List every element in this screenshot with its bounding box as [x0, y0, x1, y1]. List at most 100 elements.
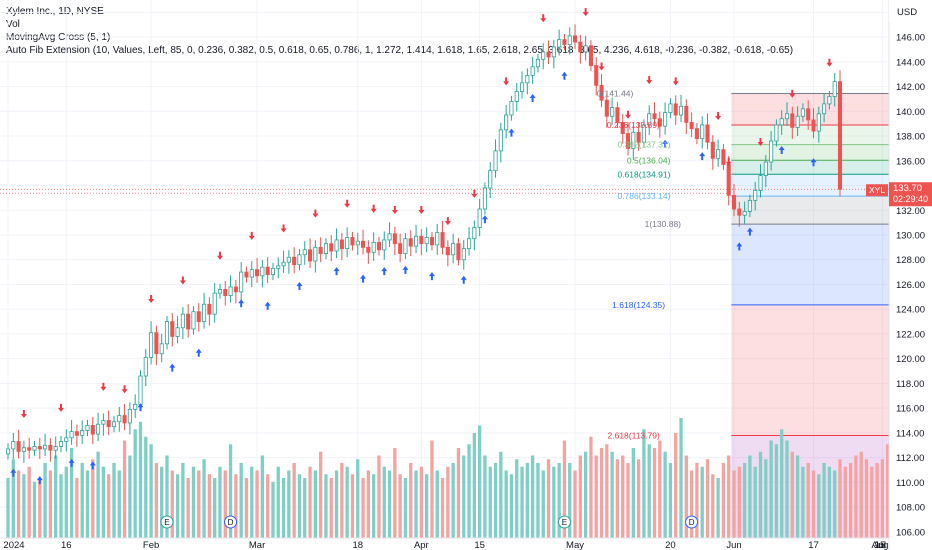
volume-bar	[589, 436, 593, 538]
volume-bar	[197, 470, 201, 538]
volume-bar	[218, 466, 222, 538]
volume-bar	[674, 433, 678, 538]
volume-bar	[319, 451, 323, 538]
candle-body	[647, 113, 652, 126]
volume-bar	[138, 421, 143, 538]
arrow-down-icon	[646, 76, 653, 85]
volume-bar	[398, 474, 402, 538]
candle-body	[85, 425, 90, 431]
legend-fib-extension[interactable]: Auto Fib Extension (10, Values, Left, 85…	[6, 45, 794, 56]
candle-body	[519, 82, 525, 92]
candle-body	[414, 235, 419, 247]
candle-body	[265, 266, 270, 275]
volume-bar	[658, 440, 662, 538]
volume-bar	[308, 466, 312, 538]
volume-bar	[716, 478, 720, 538]
currency-box[interactable]	[889, 0, 932, 22]
candle-body	[477, 208, 482, 228]
candle-body	[175, 327, 180, 337]
volume-bar	[854, 455, 858, 538]
arrow-down-icon	[826, 58, 833, 67]
volume-bar	[38, 478, 42, 538]
volume-bar	[663, 451, 667, 538]
volume-bar	[642, 429, 646, 538]
arrow-up-icon	[137, 403, 144, 412]
event-badge-label: E	[562, 518, 567, 527]
volume-bar	[546, 459, 551, 538]
arrow-up-icon	[333, 267, 340, 276]
candle-body	[557, 39, 562, 48]
arrow-down-icon	[100, 382, 107, 391]
candle-body	[159, 343, 164, 355]
volume-bar	[382, 466, 386, 538]
volume-bar	[817, 474, 821, 538]
candle-body	[382, 239, 387, 251]
volume-bar	[753, 466, 757, 538]
candle-body	[784, 113, 790, 120]
candle-body	[371, 242, 376, 253]
price-tick-label: 108.00	[896, 503, 925, 514]
candle-body	[27, 447, 32, 451]
candle-body	[11, 441, 16, 450]
volume-bar	[250, 466, 254, 538]
arrow-down-icon	[598, 62, 605, 71]
price-axis[interactable]: 106.00 108.00 110.00 112.00 114.00 116.00 118.…	[896, 33, 925, 539]
volume-bar	[870, 466, 874, 538]
candle-body	[143, 357, 148, 377]
candle-body	[562, 39, 567, 45]
price-tick-label: 142.00	[896, 82, 925, 93]
candle-body	[710, 141, 715, 159]
candle-body	[127, 408, 132, 424]
candle-body	[292, 256, 297, 266]
price-tag-symbol: XYL	[869, 185, 885, 195]
price-tick-label: 144.00	[896, 57, 925, 68]
candle-body	[392, 233, 397, 245]
arrow-up-icon	[195, 348, 202, 357]
volume-bar	[271, 481, 275, 538]
fib-label: 0.5(136.04)	[627, 155, 671, 165]
legend-volume[interactable]: Vol	[6, 19, 20, 30]
candle-body	[663, 112, 668, 127]
price-tick-label: 140.00	[896, 107, 925, 118]
candle-body	[117, 415, 122, 423]
volume-bars	[6, 418, 895, 538]
candle-body	[5, 448, 11, 455]
volume-bar	[59, 474, 63, 538]
volume-bar	[297, 474, 302, 538]
volume-bar	[239, 463, 243, 538]
candle-body	[424, 237, 429, 245]
fib-labels: 0(141.44) 0.236(138.89) 0.382(137.31) 0.5(1…	[597, 89, 681, 441]
legend-symbol[interactable]: Xylem Inc., 1D, NYSE	[6, 6, 104, 17]
candle-body	[700, 124, 705, 139]
fib-label: 0(141.44)	[597, 89, 634, 99]
volume-bar	[313, 470, 318, 538]
volume-bar	[636, 459, 641, 538]
candle-body	[641, 124, 646, 143]
fib-zone	[731, 144, 889, 161]
volume-bar	[742, 463, 747, 538]
arrow-up-icon	[699, 152, 706, 161]
event-badge: D	[685, 515, 699, 529]
fib-label: 0.618(134.91)	[617, 169, 670, 179]
volume-bar	[228, 444, 233, 538]
volume-bar	[165, 455, 169, 538]
volume-bar	[170, 470, 174, 538]
arrow-up-icon	[264, 301, 271, 310]
volume-bar	[266, 474, 270, 538]
arrow-up-icon	[36, 476, 43, 485]
arrow-up-icon	[89, 461, 96, 470]
candle-body	[572, 35, 578, 43]
candle-body	[302, 249, 307, 256]
volume-bar	[281, 478, 286, 538]
candle-body	[525, 75, 530, 84]
arrow-down-icon	[20, 410, 27, 419]
volume-bar	[833, 470, 837, 538]
candle-body	[387, 233, 392, 241]
event-badge-circle	[160, 515, 174, 529]
time-tick-label: 20	[665, 540, 676, 550]
volume-bar	[695, 463, 699, 538]
fib-zone	[731, 224, 889, 305]
volume-bar	[440, 478, 445, 538]
